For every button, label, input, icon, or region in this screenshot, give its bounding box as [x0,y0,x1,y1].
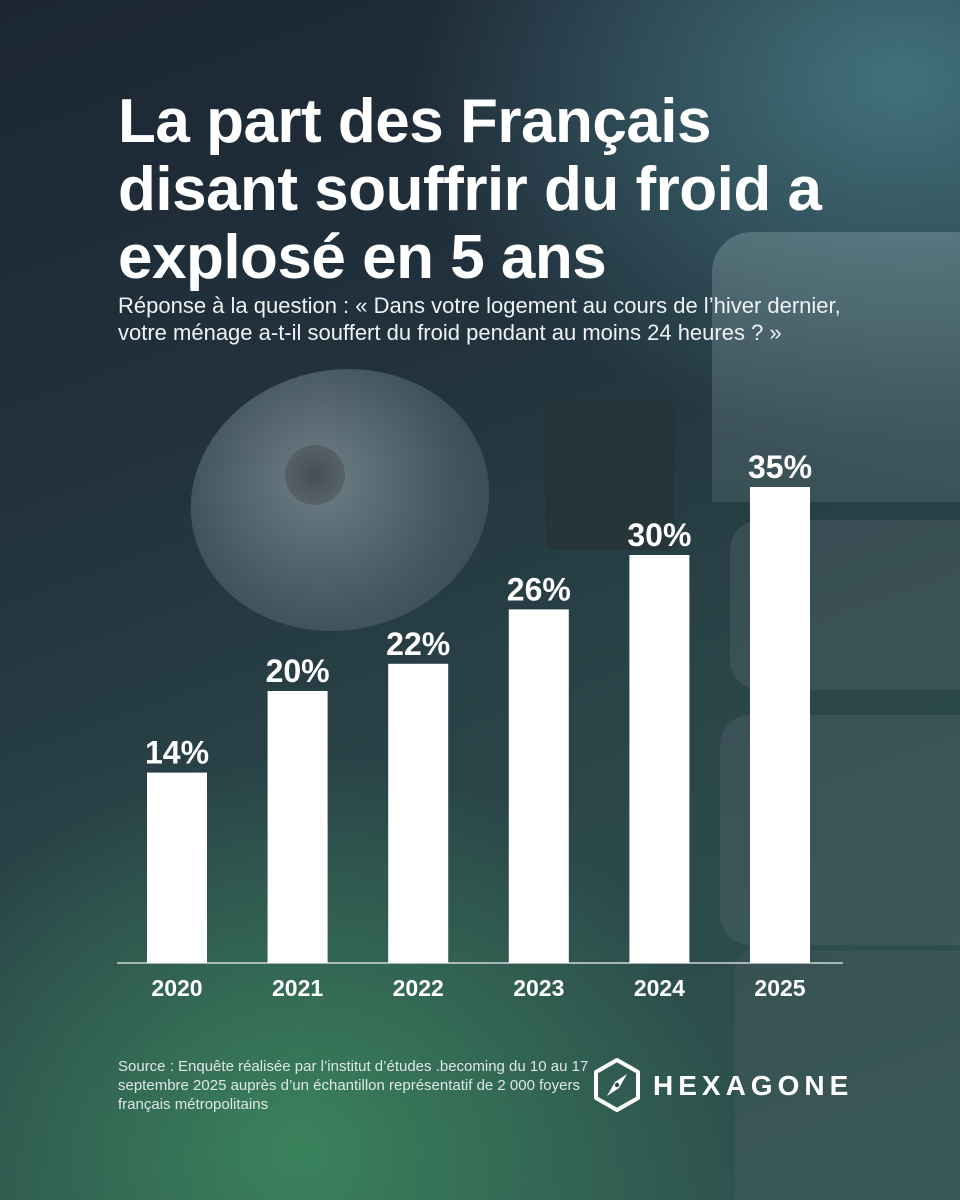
data-label-2020: 14% [145,735,209,771]
bar-2024 [629,555,690,963]
bar-2021 [267,691,328,963]
data-label-2025: 35% [748,449,812,485]
x-tick-label-2021: 2021 [272,975,323,1001]
source-note: Source : Enquête réalisée par l’institut… [118,1058,589,1113]
radiator-base-image [735,950,960,1200]
bar-2020 [147,772,207,963]
brand-name: HEXAGONE [653,1070,854,1101]
x-tick-label-2022: 2022 [393,975,444,1001]
valve-screw-image [285,445,345,505]
compass-hexagon-icon [594,1058,640,1112]
chart-subtitle: Réponse à la question : « Dans votre log… [118,293,841,345]
valve-nut-image [545,400,675,550]
x-tick-label-2024: 2024 [634,975,685,1001]
hexagone-logo: HEXAGONE [593,1058,853,1114]
data-label-2023: 26% [507,571,571,607]
bar-2023 [508,609,569,963]
data-label-2024: 30% [627,517,691,553]
x-tick-label-2025: 2025 [754,975,805,1001]
x-tick-label-2020: 2020 [151,975,202,1001]
data-label-2021: 20% [266,653,330,689]
bar-2022 [388,663,449,963]
radiator-top-image [712,232,960,502]
bar-2025 [750,487,810,963]
bar-chart: 14% 2020 20% 2021 22% 2022 26% 2023 30% 2024 35% 20… [117,449,843,1001]
data-label-2022: 22% [386,626,450,662]
chart-title: La part des Français disant souffrir du … [118,87,822,292]
x-tick-label-2023: 2023 [513,975,564,1001]
